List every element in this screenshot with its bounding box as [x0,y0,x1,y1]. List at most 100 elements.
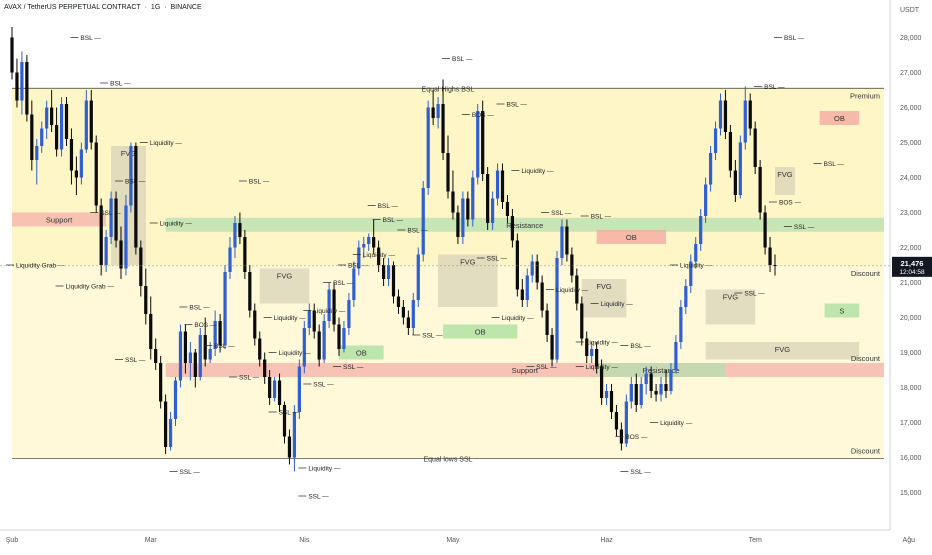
candle [223,265,227,349]
candle-body [773,265,777,266]
candle-body [609,391,614,412]
candle-body [471,177,475,220]
candle-body [669,370,673,391]
candle-body [159,363,163,402]
candle-body [149,314,153,349]
candle [540,275,544,318]
candle-body [367,237,371,244]
candle-body [565,226,569,255]
annotation-label: SSL — [487,256,508,263]
candle-body [436,104,440,118]
candle-body [411,300,415,328]
annotation-label: SSL — [313,382,334,389]
zone-fvg [259,268,310,304]
annotation: SSL — [412,333,443,340]
candle [74,156,79,195]
annotation: SSL — [303,382,334,389]
candle [411,293,415,335]
candle [114,191,118,248]
annotation: SSL — [734,291,765,298]
candle-body [228,247,232,272]
annotation: SSL — [476,256,508,263]
candle [362,237,366,258]
candle-body [396,296,401,307]
candle-body [550,335,554,360]
candle-body [416,254,420,300]
annotation-label: Liquidity — [150,140,183,147]
zone-fvg [705,289,756,325]
annotation: BSL — [179,305,210,312]
candle-body [258,338,262,360]
candle-body [386,265,391,279]
candle-body [629,384,633,402]
zone-label: FVG [277,272,293,281]
currency-label: USDT [900,7,920,14]
candle [669,363,673,395]
timeframe-label[interactable]: 1G [150,4,161,11]
candle [550,328,554,367]
candle [243,230,247,279]
candle [129,142,133,213]
x-tick-label: Haz [600,537,613,544]
candle [94,135,98,213]
candle [25,55,29,122]
candle [718,93,723,136]
candle [713,121,718,160]
candle-body [446,153,450,192]
candle-body [708,153,713,185]
candle-body [25,62,29,115]
annotation: Liquidity — [546,287,589,294]
last-price-tag [892,256,932,277]
candle [50,90,54,132]
candle-body [575,275,579,304]
candle-body [456,212,460,237]
candle [317,324,321,367]
candle-body [129,146,133,206]
candle-body [728,132,733,171]
candle [758,160,762,220]
candle-body [555,258,559,360]
candle-body [461,198,465,237]
candle [45,100,49,139]
candle-body [481,111,485,174]
levels-layer: Equal Highs BSL Equal lows SSL [12,86,884,464]
candle [505,195,510,223]
candle [679,300,683,349]
annotation-label: BOS — [194,322,217,329]
candle-body [723,100,728,132]
annotation-label: Liquidity — [556,287,589,294]
candle-body [743,100,747,143]
candle-body [104,237,108,265]
zone-label: FVG [777,170,793,179]
annotation: SSL — [298,494,329,501]
candle [342,321,346,353]
candle [441,79,445,160]
candle [560,219,564,265]
annotation-label: SSL — [536,364,557,371]
candle-body [203,335,207,360]
y-tick-label: 28,000 [900,35,922,42]
candle [213,310,217,356]
annotation: Liquidity — [263,315,306,322]
candle [322,314,326,363]
x-tick-label: Nis [299,537,310,544]
candle-body [377,247,381,265]
annotation: Liquidity — [575,364,618,371]
candle [40,121,44,153]
candle-body [699,216,703,244]
candle-body [342,328,346,349]
candle [565,219,569,262]
candle-body [758,167,762,213]
candle-body [515,240,519,290]
annotation: BOS — [461,112,494,119]
zone-label: FVG [121,149,137,158]
candle-body [59,104,64,150]
zone-label: S [839,307,844,316]
annotation-label: SSL — [100,210,121,217]
annotation-label: SSL — [180,469,201,476]
x-tick-label: May [446,537,460,544]
candle-body [178,331,183,381]
annotation: Liquidity — [352,252,395,259]
annotation-label: BSL — [80,35,101,42]
